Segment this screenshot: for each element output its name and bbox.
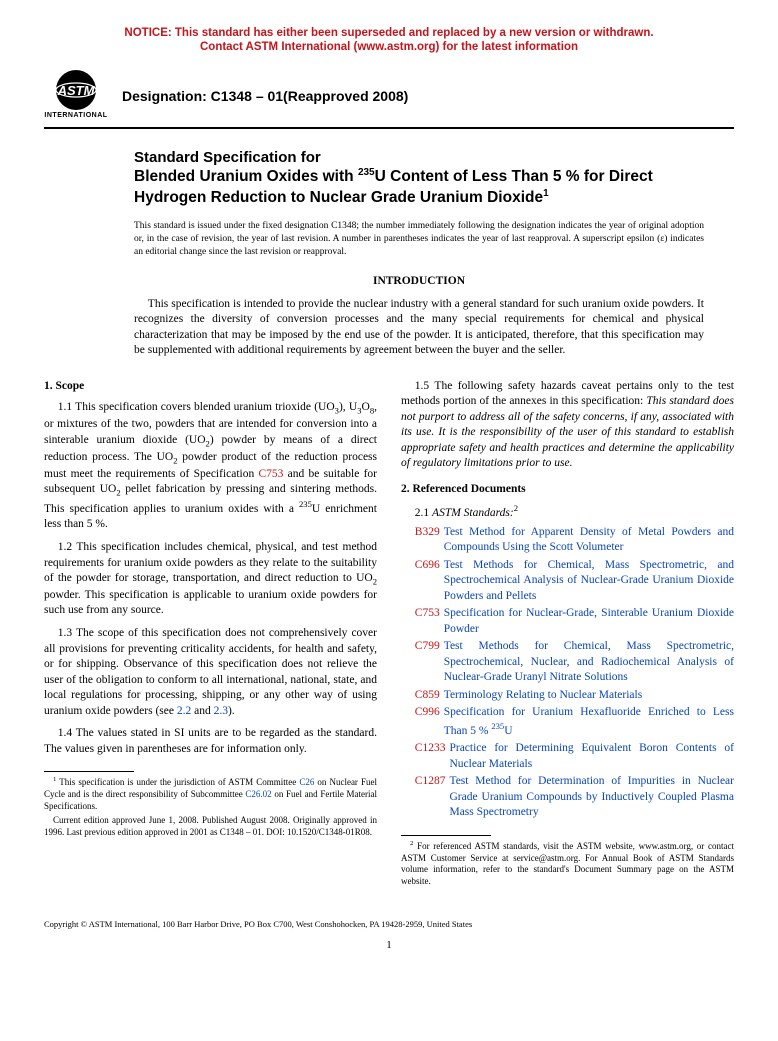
ref-code: C753 (415, 606, 440, 637)
ref-item[interactable]: C753Specification for Nuclear-Grade, Sin… (401, 606, 734, 637)
footnote-rule-right (401, 835, 491, 836)
scope-1-5: 1.5 The following safety hazards caveat … (401, 379, 734, 472)
right-column: 1.5 The following safety hazards caveat … (401, 379, 734, 891)
ref-item[interactable]: C696Test Methods for Chemical, Mass Spec… (401, 558, 734, 605)
ref-title: Practice for Determining Equivalent Boro… (449, 741, 734, 772)
logo-subtext: INTERNATIONAL (44, 112, 107, 119)
copyright: Copyright © ASTM International, 100 Barr… (44, 919, 734, 929)
ref-title: Test Methods for Chemical, Mass Spectrom… (444, 639, 734, 686)
ref-title: Specification for Nuclear-Grade, Sintera… (444, 606, 734, 637)
title-pre: Standard Specification for (134, 149, 704, 166)
designation: Designation: C1348 – 01(Reapproved 2008) (122, 88, 408, 104)
scope-1-1: 1.1 This specification covers blended ur… (44, 400, 377, 533)
svg-text:ASTM: ASTM (57, 83, 96, 98)
intro-text: This specification is intended to provid… (134, 297, 704, 359)
ref-title: Specification for Uranium Hexafluoride E… (444, 705, 734, 739)
scope-1-4: 1.4 The values stated in SI units are to… (44, 726, 377, 757)
footnote-2: 2 For referenced ASTM standards, visit t… (401, 840, 734, 888)
scope-1-2: 1.2 This specification includes chemical… (44, 540, 377, 619)
notice-line1: NOTICE: This standard has either been su… (124, 27, 653, 39)
supersede-notice: NOTICE: This standard has either been su… (44, 26, 734, 55)
footnote-rule-left (44, 771, 134, 772)
notice-line2: Contact ASTM International (www.astm.org… (200, 41, 578, 53)
astm-logo: ASTM INTERNATIONAL (44, 69, 108, 123)
ref-code: C1233 (415, 741, 446, 772)
left-column: 1. Scope 1.1 This specification covers b… (44, 379, 377, 891)
ref-code: B329 (415, 525, 440, 556)
astm-logo-icon: ASTM (46, 69, 106, 111)
footnote-1b: Current edition approved June 1, 2008. P… (44, 815, 377, 838)
ref-title: Test Method for Determination of Impurit… (449, 774, 734, 821)
ref-item[interactable]: B329Test Method for Apparent Density of … (401, 525, 734, 556)
issue-note: This standard is issued under the fixed … (134, 220, 704, 258)
title-block: Standard Specification for Blended Urani… (134, 149, 704, 359)
ref-code: C696 (415, 558, 440, 605)
ref-code: C1287 (415, 774, 446, 821)
ref-title: Test Method for Apparent Density of Meta… (444, 525, 734, 556)
ref-title: Test Methods for Chemical, Mass Spectrom… (444, 558, 734, 605)
refs-sub: 2.1 ASTM Standards:2 (401, 503, 734, 521)
header-row: ASTM INTERNATIONAL Designation: C1348 – … (44, 69, 734, 123)
ref-code: C799 (415, 639, 440, 686)
refs-list: B329Test Method for Apparent Density of … (401, 525, 734, 821)
scope-1-3: 1.3 The scope of this specification does… (44, 626, 377, 719)
ref-title: Terminology Relating to Nuclear Material… (444, 688, 642, 704)
header-rule (44, 127, 734, 129)
ref-item[interactable]: C996Specification for Uranium Hexafluori… (401, 705, 734, 739)
body-columns: 1. Scope 1.1 This specification covers b… (44, 379, 734, 891)
refs-heading: 2. Referenced Documents (401, 482, 734, 498)
title-main: Blended Uranium Oxides with 235U Content… (134, 166, 704, 209)
scope-heading: 1. Scope (44, 379, 377, 395)
page-number: 1 (44, 939, 734, 951)
ref-item[interactable]: C859Terminology Relating to Nuclear Mate… (401, 688, 734, 704)
ref-code: C996 (415, 705, 440, 739)
ref-item[interactable]: C799Test Methods for Chemical, Mass Spec… (401, 639, 734, 686)
footnote-1: 1 This specification is under the jurisd… (44, 776, 377, 812)
intro-heading: INTRODUCTION (134, 275, 704, 287)
ref-item[interactable]: C1233Practice for Determining Equivalent… (401, 741, 734, 772)
ref-item[interactable]: C1287Test Method for Determination of Im… (401, 774, 734, 821)
ref-code: C859 (415, 688, 440, 704)
